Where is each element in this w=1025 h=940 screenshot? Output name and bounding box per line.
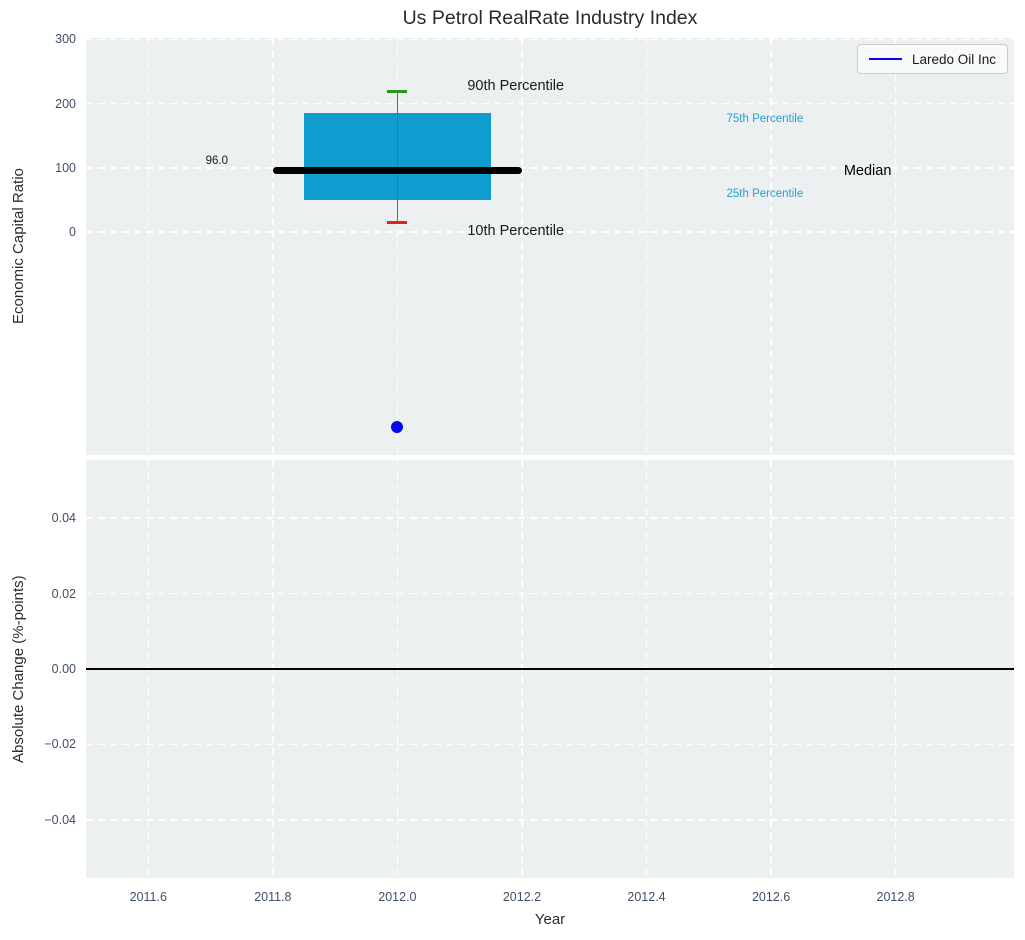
- gridline-horizontal: [86, 592, 1014, 595]
- annotation-10th-percentile: 10th Percentile: [467, 222, 565, 239]
- median-line: [272, 166, 522, 174]
- annotation-90th-percentile: 90th Percentile: [467, 78, 565, 95]
- legend-line-swatch: [869, 57, 902, 61]
- legend-label: Laredo Oil Inc: [912, 51, 997, 67]
- gridline-horizontal: [86, 517, 1014, 519]
- x-axis-label: Year: [534, 911, 566, 928]
- gridline-horizontal: [86, 231, 1014, 233]
- x-tick-label: 2012.0: [378, 890, 417, 904]
- gridline-vertical: [147, 38, 150, 455]
- x-tick-label: 2011.8: [254, 890, 292, 904]
- y-tick-label: 100: [55, 160, 76, 175]
- gridline-vertical: [396, 38, 399, 455]
- annotation-96-0: 96.0: [205, 154, 228, 167]
- x-tick-label: 2011.6: [129, 890, 167, 904]
- y-tick-label: 0.00: [51, 662, 76, 676]
- x-tick-label: 2012.8: [876, 890, 915, 904]
- gridline-horizontal: [86, 167, 1014, 169]
- y-tick-label: 0.04: [51, 511, 76, 526]
- y-tick-label: −0.02: [44, 737, 76, 752]
- whisker-cap-90th: [387, 89, 408, 94]
- y-tick-label: 0.02: [51, 586, 76, 601]
- top-axes-panel: 90th Percentile 10th Percentile 75th Perce…: [86, 38, 1014, 455]
- x-tick-label: 2012.4: [627, 890, 666, 904]
- annotation-75th-percentile: 75th Percentile: [726, 112, 804, 125]
- scatter-point-laredo-oil-inc: [391, 420, 404, 433]
- gridline-horizontal: [86, 743, 1014, 746]
- y-tick-label: 0: [69, 225, 76, 240]
- y-tick-label: 200: [55, 96, 76, 111]
- y-tick-label: 300: [55, 32, 76, 47]
- x-tick-label: 2012.6: [751, 890, 791, 904]
- y-tick-label: −0.04: [44, 812, 76, 827]
- x-tick-label: 2012.2: [502, 890, 542, 904]
- gridline-horizontal: [86, 819, 1014, 821]
- chart-title: Us Petrol RealRate Industry Index: [402, 7, 698, 29]
- bottom-axes-panel: [86, 460, 1014, 878]
- legend: Laredo Oil Inc: [857, 44, 1009, 74]
- gridline-horizontal: [86, 102, 1014, 105]
- gridline-vertical: [272, 38, 274, 455]
- gridline-horizontal: [86, 38, 1014, 41]
- whisker-cap-10th: [387, 220, 408, 225]
- annotation-median: Median: [843, 163, 892, 179]
- gridline-vertical: [770, 38, 772, 455]
- gridline-vertical: [894, 38, 897, 455]
- annotation-25th-percentile: 25th Percentile: [726, 188, 804, 201]
- gridline-vertical: [645, 38, 648, 455]
- gridline-vertical: [521, 38, 523, 455]
- whisker-line: [396, 91, 399, 223]
- zero-line: [86, 668, 1014, 670]
